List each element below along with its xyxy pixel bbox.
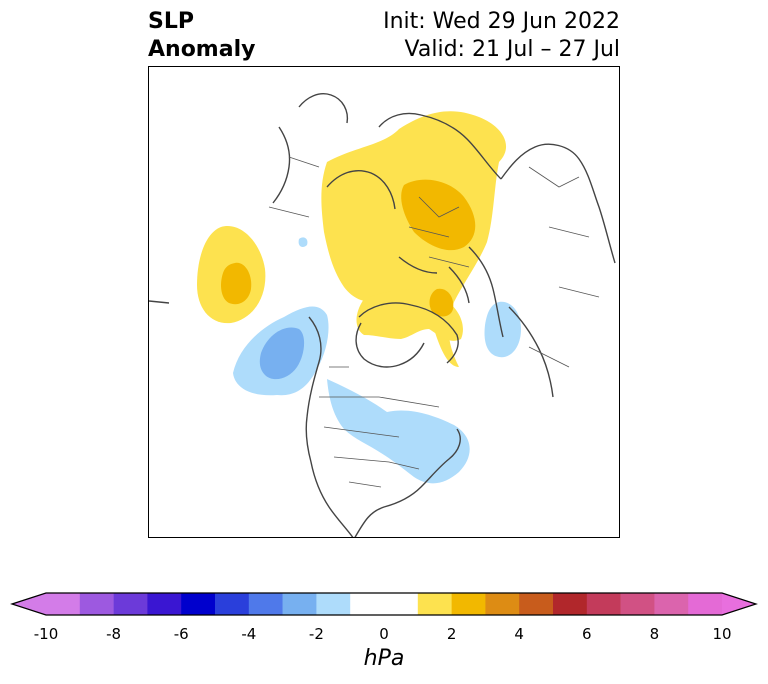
colorbar-tick-label: -10 (33, 625, 59, 643)
colorbar-cell (316, 593, 351, 615)
variable-title: SLP (148, 9, 194, 34)
negative-anomaly-north-america (327, 379, 470, 484)
colorbar-cell (181, 593, 216, 615)
negative-anomaly-asia (484, 301, 521, 358)
colorbar-tick-label: 0 (379, 625, 389, 643)
colorbar-cell (147, 593, 182, 615)
colorbar-tick-labels: -10 -8 -6 -4 -2 0 2 4 6 8 10 (0, 625, 768, 647)
colorbar-cell (350, 593, 385, 615)
positive-anomaly-europe (321, 111, 507, 367)
anomaly-map (149, 93, 616, 537)
colorbar-tick-label: 6 (582, 625, 592, 643)
valid-range-label: Valid: 21 Jul – 27 Jul (404, 37, 620, 62)
colorbar-cell (485, 593, 520, 615)
coastlines (149, 93, 616, 537)
colorbar-cell (519, 593, 554, 615)
negative-anomaly-arctic-patch (298, 237, 308, 247)
colorbar-over-arrow (722, 593, 756, 615)
colorbar-cell (451, 593, 486, 615)
colorbar-outline (10, 592, 758, 616)
colorbar-tick-label: -2 (308, 625, 324, 643)
colorbar-cell (248, 593, 283, 615)
colorbar-unit-label: hPa (363, 646, 405, 671)
colorbar-cell (384, 593, 419, 615)
colorbar-cell (113, 593, 148, 615)
colorbar-tick-label: 4 (514, 625, 524, 643)
colorbar (10, 592, 758, 616)
colorbar-cell (654, 593, 689, 615)
colorbar-cell (586, 593, 621, 615)
colorbar-cell (620, 593, 655, 615)
colorbar-tick-label: 10 (712, 625, 732, 643)
colorbar-tick-label: -8 (106, 625, 122, 643)
colorbar-under-arrow (12, 593, 46, 615)
colorbar-tick-label: 2 (446, 625, 457, 643)
title-right: Init: Wed 29 Jun 2022 Valid: 21 Jul – 27… (383, 8, 620, 64)
colorbar-cell (282, 593, 317, 615)
title-left: SLP Anomaly (148, 8, 255, 64)
map-panel (148, 66, 620, 538)
negative-anomaly-core-alaska (259, 327, 305, 380)
colorbar-cell (215, 593, 250, 615)
positive-anomaly-core-pacific (221, 262, 252, 305)
colorbar-tick-label: -6 (173, 625, 189, 643)
country-borders (268, 156, 600, 488)
init-date-label: Init: Wed 29 Jun 2022 (383, 9, 620, 34)
colorbar-tick-label: -4 (241, 625, 257, 643)
colorbar-tick-label: 8 (649, 625, 660, 643)
positive-anomaly-core-greenland (429, 288, 454, 317)
variable-subtitle: Anomaly (148, 37, 256, 62)
colorbar-cell (553, 593, 588, 615)
colorbar-cell (46, 593, 81, 615)
colorbar-cell (417, 593, 452, 615)
colorbar-cell (688, 593, 723, 615)
colorbar-cell (79, 593, 114, 615)
